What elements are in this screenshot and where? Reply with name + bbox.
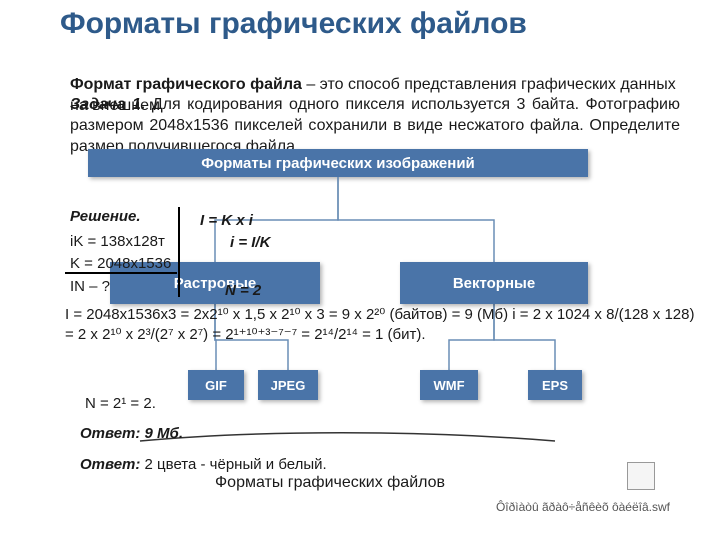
solution-answer2: Ответ: 2 цвета - чёрный и белый. <box>80 455 327 475</box>
gif-box: GIF <box>188 370 244 400</box>
formula-N2: N = 2 <box>225 282 261 299</box>
formula-iIK: i = I/K <box>230 234 270 251</box>
solution-underline <box>65 272 177 274</box>
footer-label: Форматы графических файлов <box>215 474 445 492</box>
answer2-rest: 2 цвета - чёрный и белый. <box>140 456 326 473</box>
page-title: Форматы графических файлов <box>0 0 720 44</box>
solution-answer1: Ответ: 9 Мб. <box>80 424 183 444</box>
vector-box: Векторные <box>400 262 588 304</box>
root-box: Форматы графических изображений <box>88 149 588 177</box>
eps-box: EPS <box>528 370 582 400</box>
jpeg-box: JPEG <box>258 370 318 400</box>
solution-header: Решение. <box>70 207 141 227</box>
swf-icon <box>627 462 655 490</box>
solution-line-K: K = 2048х1536 <box>70 254 171 274</box>
footer-filename: Ôîðìàòû ãðàô÷åñêèõ ôàéëîâ.swf <box>496 500 670 514</box>
solution-N21: N = 2¹ = 2. <box>85 394 156 414</box>
solution-line-IN: IN – ? <box>70 277 110 297</box>
task1-prefix: Задача 1. <box>70 96 145 113</box>
answer2-prefix: Ответ: <box>80 456 140 473</box>
formula-IKi: I = K x i <box>200 212 253 229</box>
wmf-box: WMF <box>420 370 478 400</box>
solution-divider <box>178 207 180 297</box>
definition-prefix: Формат графического файла <box>70 76 302 93</box>
solution-line-i: iK = 138x128т <box>70 232 165 252</box>
task1-body: Для кодирования одного пикселя используе… <box>70 96 680 155</box>
solution-calc1: I = 2048х1536х3 = 2х2¹⁰ х 1,5 х 2¹⁰ х 3 … <box>65 305 700 344</box>
